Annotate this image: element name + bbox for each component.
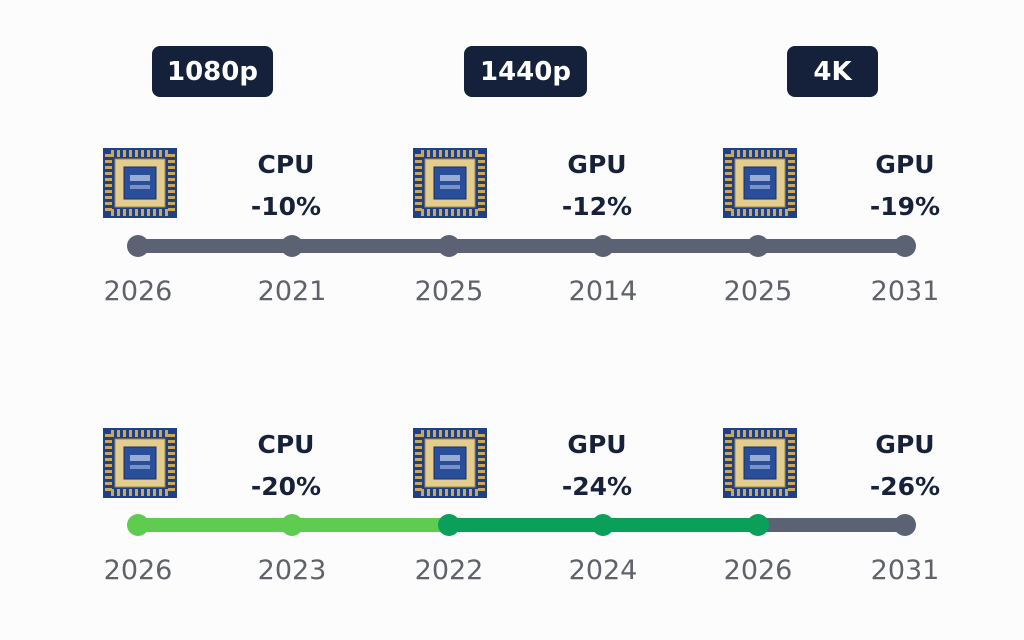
resolution-badge: 4K [787, 46, 878, 97]
timeline-dot [281, 235, 303, 257]
processor-chip-icon [723, 148, 797, 218]
year-label: 2026 [723, 555, 793, 586]
processor-chip-icon [413, 148, 487, 218]
stage-label: GPU [875, 430, 935, 459]
timeline-segment [292, 518, 449, 532]
timeline-dot [438, 514, 460, 536]
year-label: 2025 [723, 276, 793, 307]
year-label: 2031 [870, 555, 940, 586]
timeline-dot [894, 235, 916, 257]
resolution-badge: 1440p [464, 46, 587, 97]
processor-chip-icon [723, 428, 797, 498]
timeline-dot [592, 514, 614, 536]
year-label: 2031 [870, 276, 940, 307]
stage-label: CPU [257, 150, 315, 179]
timeline-dot [747, 514, 769, 536]
timeline-segment [758, 518, 905, 532]
timeline-dot [747, 235, 769, 257]
year-label: 2023 [257, 555, 327, 586]
stage-change: -12% [561, 192, 633, 221]
year-label: 2025 [414, 276, 484, 307]
stage-label: CPU [257, 430, 315, 459]
stage-change: -20% [250, 472, 322, 501]
stage-change: -26% [869, 472, 941, 501]
processor-chip-icon [103, 428, 177, 498]
timeline-dot [438, 235, 460, 257]
year-label: 2026 [103, 276, 173, 307]
timeline-dot [127, 514, 149, 536]
stage-change: -10% [250, 192, 322, 221]
year-label: 2014 [568, 276, 638, 307]
timeline-segment [449, 518, 603, 532]
timeline-dot [894, 514, 916, 536]
stage-label: GPU [567, 430, 627, 459]
stage-change: -19% [869, 192, 941, 221]
year-label: 2024 [568, 555, 638, 586]
timeline-segment [138, 518, 292, 532]
processor-chip-icon [413, 428, 487, 498]
resolution-badge: 1080p [152, 46, 273, 97]
timeline-segment [449, 239, 603, 253]
timeline-dot [592, 235, 614, 257]
stage-change: -24% [561, 472, 633, 501]
processor-chip-icon [103, 148, 177, 218]
timeline-segment [603, 518, 758, 532]
stage-label: GPU [567, 150, 627, 179]
timeline-segment [138, 239, 292, 253]
year-label: 2021 [257, 276, 327, 307]
year-label: 2022 [414, 555, 484, 586]
timeline-segment [758, 239, 905, 253]
timeline-dot [127, 235, 149, 257]
timeline-segment [292, 239, 449, 253]
timeline-dot [281, 514, 303, 536]
timeline-segment [603, 239, 758, 253]
stage-label: GPU [875, 150, 935, 179]
year-label: 2026 [103, 555, 173, 586]
